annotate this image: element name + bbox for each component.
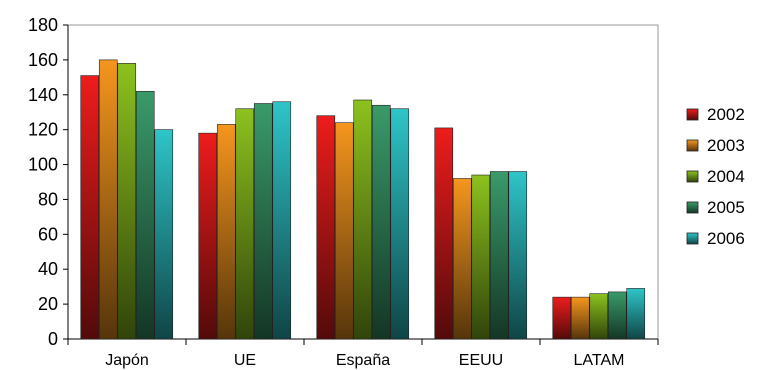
bar-2005-España: [371, 104, 391, 340]
bar-2003-España: [334, 122, 354, 340]
x-axis: Japón UE España EEUU LATAM: [67, 338, 659, 369]
legend-swatch-2005: [686, 201, 699, 214]
y-tick-label: 160: [28, 50, 58, 70]
bar-2002-UE: [198, 132, 218, 340]
y-tick-label: 100: [28, 155, 58, 175]
bar-2003-UE: [216, 124, 236, 340]
bar-2004-España: [353, 99, 373, 340]
bar-2004-UE: [235, 108, 255, 340]
legend-swatch-2003: [686, 139, 699, 152]
legend-swatch-2004: [686, 170, 699, 183]
bar-2005-LATAM: [607, 291, 627, 340]
y-tick-label: 20: [38, 294, 58, 314]
legend-swatch-2006: [686, 232, 699, 245]
bar-2002-LATAM: [552, 296, 572, 340]
bar-2005-Japón: [135, 90, 155, 340]
y-tick-label: 60: [38, 224, 58, 244]
bar-2003-Japón: [98, 59, 118, 340]
bar-2005-UE: [253, 103, 273, 340]
bar-2003-LATAM: [570, 296, 590, 340]
y-tick-label: 180: [28, 15, 58, 35]
legend-label-2003: 2003: [707, 136, 745, 155]
category-label: UE: [234, 352, 256, 369]
y-tick-label: 140: [28, 85, 58, 105]
bar-2004-LATAM: [589, 293, 609, 340]
category-label: Japón: [105, 352, 149, 369]
y-tick-label: 80: [38, 189, 58, 209]
legend-label-2002: 2002: [707, 105, 745, 124]
bar-2003-EEUU: [452, 178, 472, 340]
bar-2006-EEUU: [508, 171, 528, 340]
y-axis: 0 20 40 60 80 100 120 140 160 180: [28, 15, 69, 349]
category-label: España: [336, 352, 390, 369]
legend-label-2006: 2006: [707, 229, 745, 248]
bars: [80, 59, 646, 340]
y-tick-label: 0: [48, 329, 58, 349]
bar-2006-España: [390, 108, 410, 340]
bar-2004-EEUU: [471, 174, 491, 340]
bar-2002-Japón: [80, 75, 100, 340]
y-tick-label: 40: [38, 259, 58, 279]
legend-swatch-2002: [686, 108, 699, 121]
bar-2006-UE: [272, 101, 292, 340]
legend-label-2004: 2004: [707, 167, 745, 186]
legend: 2002 2003 2004 2005 2006: [686, 105, 745, 248]
y-tick-label: 120: [28, 120, 58, 140]
bar-2002-España: [316, 115, 336, 340]
bar-2004-Japón: [117, 63, 137, 340]
bar-2006-LATAM: [626, 288, 646, 340]
bar-2002-EEUU: [434, 127, 454, 340]
bar-2006-Japón: [154, 129, 174, 340]
bar-2005-EEUU: [489, 171, 509, 340]
category-label: EEUU: [459, 352, 503, 369]
legend-label-2005: 2005: [707, 198, 745, 217]
category-label: LATAM: [574, 352, 625, 369]
